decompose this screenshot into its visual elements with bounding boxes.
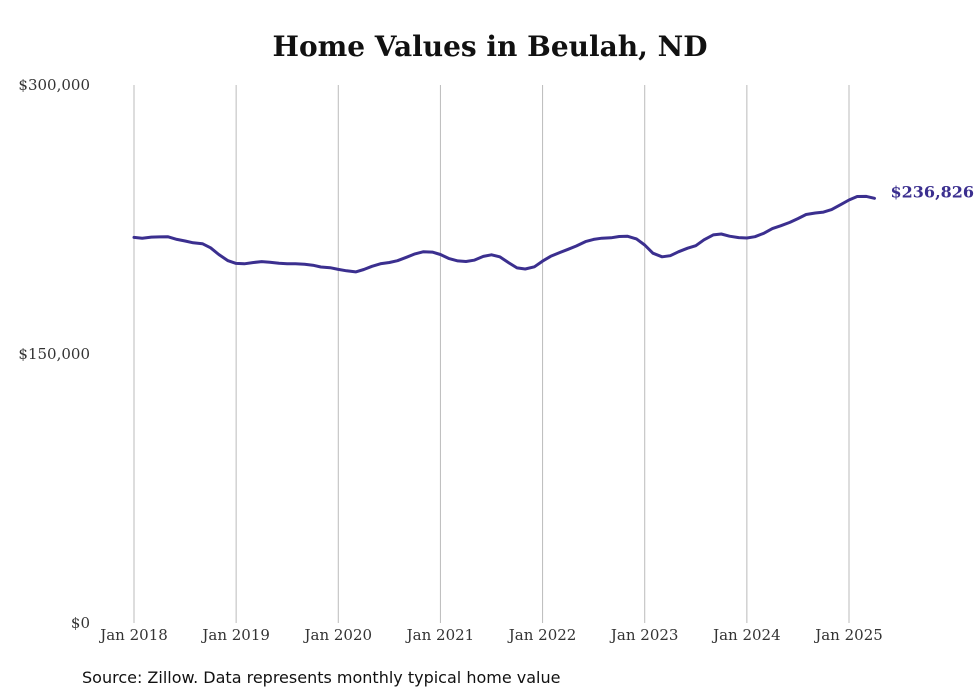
source-note: Source: Zillow. Data represents monthly … [82, 668, 561, 687]
y-axis: $0 $150,000 $300,000 [18, 76, 90, 632]
x-tick-label: Jan 2018 [98, 626, 168, 644]
grid-lines [133, 85, 850, 623]
x-tick-label: Jan 2025 [813, 626, 883, 644]
series-layer: $236,826 [132, 182, 975, 274]
x-tick-label: Jan 2019 [200, 626, 270, 644]
series-line [132, 194, 876, 274]
x-tick-label: Jan 2022 [507, 626, 577, 644]
x-axis: Jan 2018 Jan 2019 Jan 2020 Jan 2021 Jan 2022… [98, 626, 883, 644]
y-tick-label: $0 [71, 614, 90, 632]
y-tick-label: $300,000 [18, 76, 90, 94]
end-value-label: $236,826 [891, 182, 975, 201]
x-tick-label: Jan 2024 [711, 626, 781, 644]
chart-title: Home Values in Beulah, ND [272, 30, 708, 63]
x-tick-label: Jan 2020 [303, 626, 373, 644]
y-tick-label: $150,000 [18, 345, 90, 363]
x-tick-label: Jan 2023 [609, 626, 679, 644]
x-tick-label: Jan 2021 [405, 626, 475, 644]
